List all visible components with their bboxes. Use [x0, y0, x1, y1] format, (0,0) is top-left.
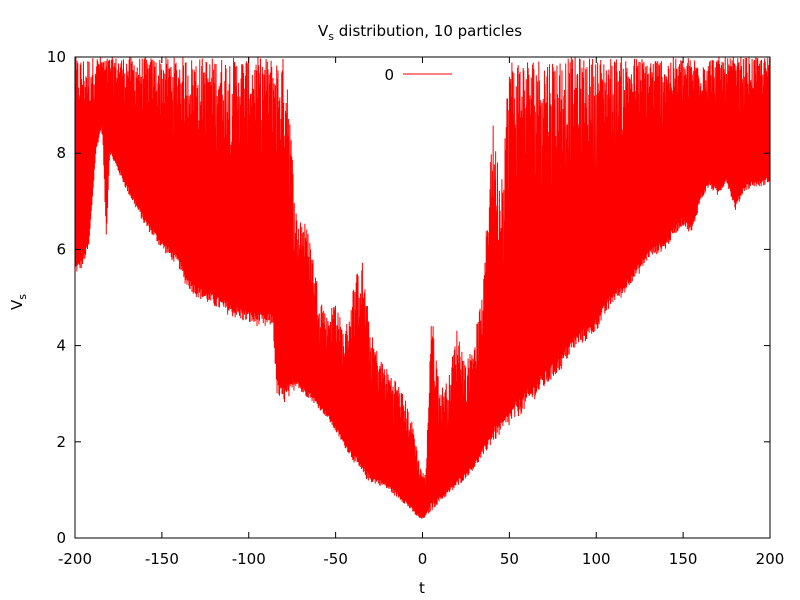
x-axis-label: t [419, 579, 425, 597]
x-tick-label: -150 [145, 550, 179, 568]
y-tick-label: 6 [56, 240, 66, 258]
y-tick-label: 4 [56, 337, 66, 355]
y-tick-label: 2 [56, 433, 66, 451]
plot-area [74, 57, 771, 519]
x-tick-label: -200 [58, 550, 92, 568]
y-axis-label-main: V [8, 299, 26, 310]
series-line [74, 57, 771, 519]
x-tick-label: 200 [756, 550, 785, 568]
chart-title: Vs distribution, 10 particles [318, 22, 522, 43]
y-axis-label-subscript: s [16, 294, 29, 300]
x-tick-label: 50 [500, 550, 519, 568]
x-tick-label: 0 [418, 550, 428, 568]
chart-title-main: V [318, 22, 329, 40]
x-tick-label: 150 [669, 550, 698, 568]
svg-text:Vs: Vs [8, 294, 29, 310]
x-tick-label: -100 [232, 550, 266, 568]
chart-title-subscript: s [328, 30, 334, 43]
x-tick-label: -50 [323, 550, 348, 568]
y-tick-label: 0 [56, 529, 66, 547]
chart-title-rest: distribution, 10 particles [334, 22, 522, 40]
legend: 0 [384, 66, 452, 84]
y-tick-label: 10 [47, 48, 66, 66]
x-tick-label: 100 [582, 550, 611, 568]
legend-label: 0 [384, 66, 394, 84]
y-tick-label: 8 [56, 144, 66, 162]
y-axis-label: Vs [8, 294, 29, 310]
axis-ticks: -200 -150 -100 -50 0 50 100 150 200 0 2 4 6 8 10 [47, 48, 784, 568]
svg-text:Vs distribution, 10 particles: Vs distribution, 10 particles [318, 22, 522, 43]
x-axis-label-text: t [419, 579, 425, 597]
